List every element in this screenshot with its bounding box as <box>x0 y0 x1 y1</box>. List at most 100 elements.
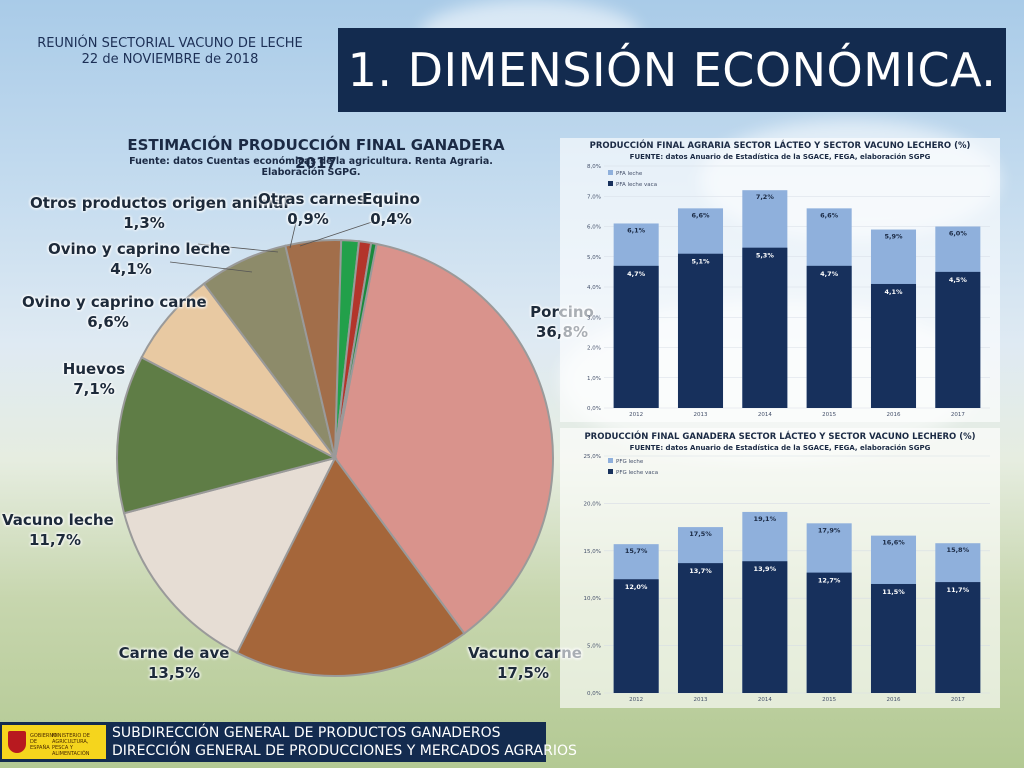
footer-line-2: DIRECCIÓN GENERAL DE PRODUCCIONES Y MERC… <box>112 743 577 759</box>
footer-line-1: SUBDIRECCIÓN GENERAL DE PRODUCTOS GANADE… <box>112 725 501 741</box>
pfg-chart-subtitle: FUENTE: datos Anuario de Estadística de … <box>629 444 931 452</box>
slide-title-box: 1. DIMENSIÓN ECONÓMICA. <box>338 28 1006 112</box>
pie-label-vacuno-carne-value: 17,5% <box>496 664 550 682</box>
pie-label-equino-value: 0,4% <box>370 210 412 228</box>
pfa-chart-title: PRODUCCIÓN FINAL AGRARIA SECTOR LÁCTEO Y… <box>589 141 971 151</box>
pie-label-otros-value: 1,3% <box>123 214 165 232</box>
legend-swatch <box>608 469 613 474</box>
bar-pfg-leche-vaca-2014 <box>742 561 788 693</box>
pie-slice-ovino-y-caprino-leche <box>284 239 343 459</box>
pie-label-ovino-leche-name: Ovino y caprino leche <box>48 240 231 258</box>
bar-pfg-leche-vaca-2015 <box>806 572 852 693</box>
data-label-pfg-leche-vaca: 11,7% <box>947 586 970 594</box>
y-tick-label: 1,0% <box>587 376 601 382</box>
legend-label: PFA leche vaca <box>616 182 657 188</box>
data-label-pfa-leche-vaca: 4,7% <box>627 270 646 278</box>
pie-label-otras-carnes-value: 0,9% <box>287 210 329 228</box>
data-label-pfa-leche-vaca: 5,1% <box>691 258 710 266</box>
pie-label-carne-ave: Carne de ave 13,5% <box>118 643 230 683</box>
data-label-pfa-leche: 6,6% <box>691 211 710 219</box>
x-tick-label: 2016 <box>887 412 901 418</box>
x-tick-label: 2015 <box>822 412 836 418</box>
pie-label-ovino-carne-value: 6,6% <box>87 313 129 331</box>
pie-label-ovino-carne: Ovino y caprino carne 6,6% <box>22 292 207 332</box>
pfa-chart-subtitle: FUENTE: datos Anuario de Estadística de … <box>629 153 931 161</box>
government-logo: GOBIERNO DE ESPAÑA MINISTERIO DE AGRICUL… <box>2 725 106 759</box>
bar-pfg-leche-vaca-2013 <box>677 563 724 693</box>
pie-label-vacuno-leche-name: Vacuno leche <box>2 511 114 529</box>
logo-gobierno-text: GOBIERNO DE ESPAÑA <box>30 733 58 751</box>
data-label-pfa-leche: 6,0% <box>949 230 968 238</box>
pie-label-otros: Otros productos origen animal 1,3% <box>30 193 289 233</box>
x-tick-label: 2017 <box>951 697 965 703</box>
pie-label-ovino-leche-value: 4,1% <box>110 260 152 278</box>
y-tick-label: 7,0% <box>587 194 601 200</box>
coat-of-arms-icon <box>8 731 26 753</box>
bar-pfa-leche-vaca-2012 <box>613 265 659 408</box>
x-tick-label: 2013 <box>694 412 708 418</box>
data-label-pfa-leche-vaca: 4,1% <box>884 288 903 296</box>
pie-slice-carne-de-ave <box>122 456 337 655</box>
pie-label-ovino-carne-name: Ovino y caprino carne <box>22 293 207 311</box>
legend-label: PFA leche <box>616 171 643 177</box>
pie-label-vacuno-leche: Vacuno leche 11,7% <box>2 510 114 550</box>
pie-label-vacuno-carne: Vacuno carne 17,5% <box>468 643 582 683</box>
legend-swatch <box>608 181 613 186</box>
meeting-name: REUNIÓN SECTORIAL VACUNO DE LECHE <box>37 36 303 51</box>
bar-pfa-leche-vaca-2016 <box>870 283 917 408</box>
pie-slice-otros-productos-origen-animal <box>334 239 361 459</box>
pie-label-otras-carnes: Otras carnes 0,9% <box>258 189 366 229</box>
data-label-pfa-leche: 7,2% <box>756 193 775 201</box>
pie-label-otros-name: Otros productos origen animal <box>30 194 289 212</box>
meeting-date: 22 de NOVIEMBRE de 2018 <box>81 52 259 67</box>
pie-label-carne-ave-value: 13,5% <box>147 664 201 682</box>
bar-pfg-leche-vaca-2016 <box>870 583 917 693</box>
bar-pfa-leche-vaca-2013 <box>677 253 724 408</box>
x-tick-label: 2017 <box>951 412 965 418</box>
pie-label-otras-carnes-name: Otras carnes <box>258 190 366 208</box>
data-label-pfg-leche: 16,6% <box>882 539 905 547</box>
footer-bar: GOBIERNO DE ESPAÑA MINISTERIO DE AGRICUL… <box>0 722 577 762</box>
y-tick-label: 6,0% <box>587 225 601 231</box>
pie-label-carne-ave-name: Carne de ave <box>118 644 230 662</box>
x-tick-label: 2014 <box>758 697 772 703</box>
data-label-pfg-leche-vaca: 13,7% <box>689 567 712 575</box>
pie-slice-ovino-y-caprino-carne <box>202 244 336 459</box>
bar-pfa-leche-vaca-2017 <box>935 271 981 408</box>
y-tick-label: 25,0% <box>584 454 601 460</box>
data-label-pfa-leche: 6,1% <box>627 226 646 234</box>
legend-swatch <box>608 170 613 175</box>
x-tick-label: 2016 <box>887 697 901 703</box>
pie-chart-subtitle: Fuente: datos Cuentas económicas de la a… <box>129 156 493 178</box>
data-label-pfg-leche-vaca: 11,5% <box>882 588 905 596</box>
y-tick-label: 3,0% <box>587 315 601 321</box>
data-label-pfa-leche-vaca: 4,7% <box>820 270 839 278</box>
pie-slice-equino <box>334 241 378 459</box>
pie-label-huevos: Huevos 7,1% <box>54 359 134 399</box>
data-label-pfg-leche-vaca: 12,7% <box>818 577 841 585</box>
pie-slice-porcino <box>333 242 554 635</box>
y-tick-label: 0,0% <box>587 406 601 412</box>
x-tick-label: 2015 <box>822 697 836 703</box>
pie-label-equino-name: Equino <box>362 190 420 208</box>
x-tick-label: 2012 <box>629 412 643 418</box>
y-tick-label: 10,0% <box>584 596 601 602</box>
slide-title: 1. DIMENSIÓN ECONÓMICA. <box>347 43 997 97</box>
pie-slice-vacuno-leche <box>116 356 338 515</box>
y-tick-label: 2,0% <box>587 346 601 352</box>
pfg-chart-title: PRODUCCIÓN FINAL GANADERA SECTOR LÁCTEO … <box>584 432 976 442</box>
logo-ministerio-text: MINISTERIO DE AGRICULTURA, PESCA Y ALIME… <box>52 733 90 757</box>
data-label-pfg-leche: 15,7% <box>625 547 648 555</box>
data-label-pfg-leche: 15,8% <box>947 546 970 554</box>
data-label-pfa-leche: 5,9% <box>884 233 903 241</box>
data-label-pfg-leche: 17,9% <box>818 526 841 534</box>
meeting-heading: REUNIÓN SECTORIAL VACUNO DE LECHE 22 de … <box>20 36 320 68</box>
pie-label-vacuno-leche-value: 11,7% <box>28 531 82 549</box>
data-label-pfa-leche: 6,6% <box>820 211 839 219</box>
bar-pfg-leche-vaca-2012 <box>613 579 659 693</box>
data-label-pfg-leche-vaca: 12,0% <box>625 583 648 591</box>
pie-label-ovino-leche: Ovino y caprino leche 4,1% <box>48 239 231 279</box>
y-tick-label: 20,0% <box>584 501 601 507</box>
x-tick-label: 2012 <box>629 697 643 703</box>
bar-pfa-leche-vaca-2014 <box>742 247 788 408</box>
